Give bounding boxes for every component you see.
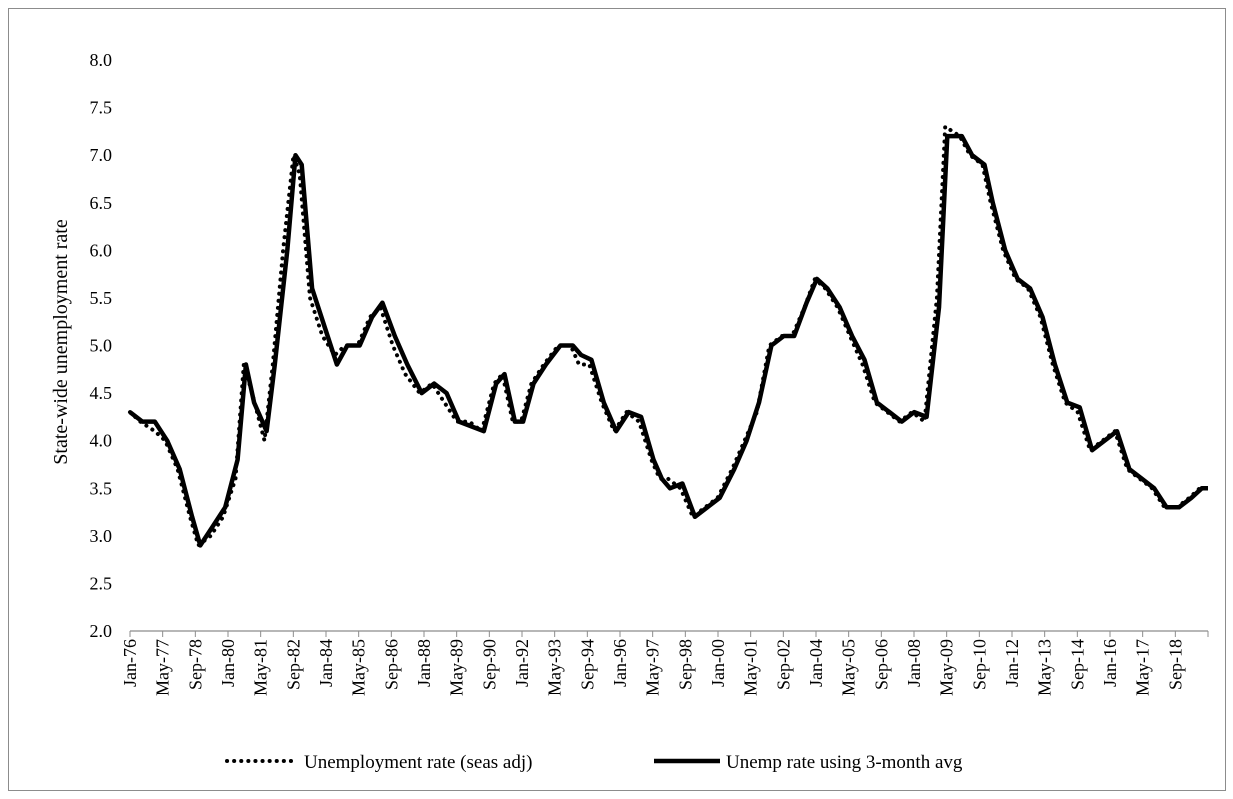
x-tick-label: May-13 [1035,639,1055,696]
y-tick-label: 2.0 [90,621,113,641]
x-tick-label: May-93 [545,639,565,696]
y-axis-label: State-wide unemployment rate [50,219,72,465]
x-tick-label: Jan-76 [120,639,140,687]
x-tick-label: May-97 [643,639,663,696]
y-tick-label: 6.5 [90,193,113,213]
legend: Unemployment rate (seas adj) Unemp rate … [225,752,963,773]
x-tick-label: Jan-88 [414,639,434,687]
x-tick-label: May-81 [251,639,271,696]
x-tick-label: Jan-16 [1100,639,1120,687]
series-line-1 [128,133,1208,548]
x-tick-label: Sep-86 [381,639,401,690]
x-tick-label: Jan-84 [316,639,336,687]
x-tick-label: Sep-78 [185,639,205,690]
x-tick-label: Sep-82 [283,639,303,690]
y-tick-label: 6.0 [90,240,113,260]
y-tick-label: 8.0 [90,50,113,70]
y-tick-label: 4.0 [90,431,113,451]
x-tick-label: Sep-10 [969,639,989,690]
x-tick-label: Sep-98 [675,639,695,690]
x-tick-label: Jan-12 [1002,639,1022,687]
x-tick-label: May-85 [349,639,369,696]
y-tick-label: 5.0 [90,336,113,356]
x-tick-label: Jan-92 [512,639,532,687]
x-tick-label: Jan-96 [610,639,630,687]
y-tick-label: 7.0 [90,145,113,165]
y-tick-label: 4.5 [90,383,113,403]
legend-label-unemployment-rate: Unemployment rate (seas adj) [304,752,532,773]
y-tick-label: 3.0 [90,526,113,546]
chart-frame [8,8,1226,791]
x-tick-label: May-05 [839,639,859,696]
x-tick-label: Sep-94 [577,639,597,690]
x-tick-label: Jan-04 [806,639,826,687]
x-tick-label: May-89 [447,639,467,696]
x-tick-label: Sep-90 [479,639,499,690]
x-tick-label: Sep-02 [773,639,793,690]
x-tick-label: May-77 [153,639,173,696]
y-tick-label: 5.5 [90,288,113,308]
chart-axes: 2.0 2.5 3.0 3.5 4.0 4.5 5.0 5.5 6.0 6.5 7.0 7.5 8.0 J… [90,50,1209,696]
x-tick-label: May-09 [937,639,957,696]
x-tick-label: May-17 [1133,639,1153,696]
x-tick-label: Jan-08 [904,639,924,687]
series-layer [128,124,1210,548]
x-tick-label: Sep-14 [1067,639,1087,690]
x-tick-label: Jan-00 [708,639,728,687]
y-tick-label: 3.5 [90,478,113,498]
x-tick-label: Sep-18 [1165,639,1185,690]
x-tick-label: May-01 [741,639,761,696]
x-tick-label: Sep-06 [871,639,891,690]
legend-label-3-month-avg: Unemp rate using 3-month avg [726,752,963,773]
y-tick-label: 7.5 [90,98,113,118]
y-tick-label: 2.5 [90,573,113,593]
x-tick-label: Jan-80 [218,639,238,687]
